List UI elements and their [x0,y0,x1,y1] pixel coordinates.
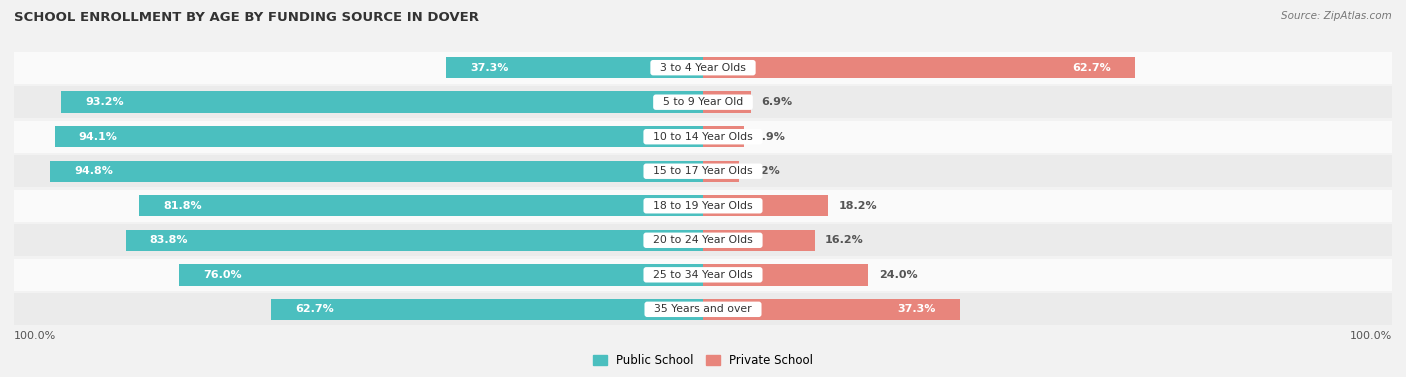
Bar [446,57,703,78]
Text: 76.0%: 76.0% [204,270,242,280]
Text: 15 to 17 Year Olds: 15 to 17 Year Olds [647,166,759,176]
Bar [60,92,703,113]
Text: 16.2%: 16.2% [825,235,863,245]
Bar [703,195,828,216]
Text: 94.1%: 94.1% [79,132,118,142]
Bar [55,126,703,147]
Text: 94.8%: 94.8% [75,166,112,176]
Text: SCHOOL ENROLLMENT BY AGE BY FUNDING SOURCE IN DOVER: SCHOOL ENROLLMENT BY AGE BY FUNDING SOUR… [14,11,479,24]
Bar [14,52,1392,84]
Bar [703,299,960,320]
Bar [703,264,869,285]
Bar [14,190,1392,222]
Bar [49,161,703,182]
Text: 100.0%: 100.0% [1350,331,1392,341]
Text: Source: ZipAtlas.com: Source: ZipAtlas.com [1281,11,1392,21]
Text: 10 to 14 Year Olds: 10 to 14 Year Olds [647,132,759,142]
Text: 3 to 4 Year Olds: 3 to 4 Year Olds [652,63,754,73]
Text: 93.2%: 93.2% [84,97,124,107]
Bar [139,195,703,216]
Bar [703,161,738,182]
Bar [703,57,1135,78]
Text: 37.3%: 37.3% [897,304,936,314]
Text: 5.2%: 5.2% [749,166,780,176]
Text: 24.0%: 24.0% [879,270,917,280]
Bar [14,155,1392,187]
Bar [703,126,744,147]
Text: 5 to 9 Year Old: 5 to 9 Year Old [655,97,751,107]
Bar [14,293,1392,325]
Text: 5.9%: 5.9% [754,132,785,142]
Text: 62.7%: 62.7% [295,304,333,314]
Bar [14,224,1392,256]
Text: 62.7%: 62.7% [1073,63,1111,73]
Bar [703,230,814,251]
Bar [180,264,703,285]
Bar [14,121,1392,153]
Text: 100.0%: 100.0% [14,331,56,341]
Bar [14,86,1392,118]
Bar [703,92,751,113]
Text: 83.8%: 83.8% [150,235,188,245]
Bar [125,230,703,251]
Text: 81.8%: 81.8% [163,201,202,211]
Legend: Public School, Private School: Public School, Private School [588,349,818,372]
Text: 18.2%: 18.2% [839,201,877,211]
Text: 6.9%: 6.9% [761,97,792,107]
Text: 18 to 19 Year Olds: 18 to 19 Year Olds [647,201,759,211]
Text: 37.3%: 37.3% [470,63,509,73]
Bar [14,259,1392,291]
Text: 20 to 24 Year Olds: 20 to 24 Year Olds [647,235,759,245]
Bar [271,299,703,320]
Text: 35 Years and over: 35 Years and over [647,304,759,314]
Text: 25 to 34 Year Olds: 25 to 34 Year Olds [647,270,759,280]
